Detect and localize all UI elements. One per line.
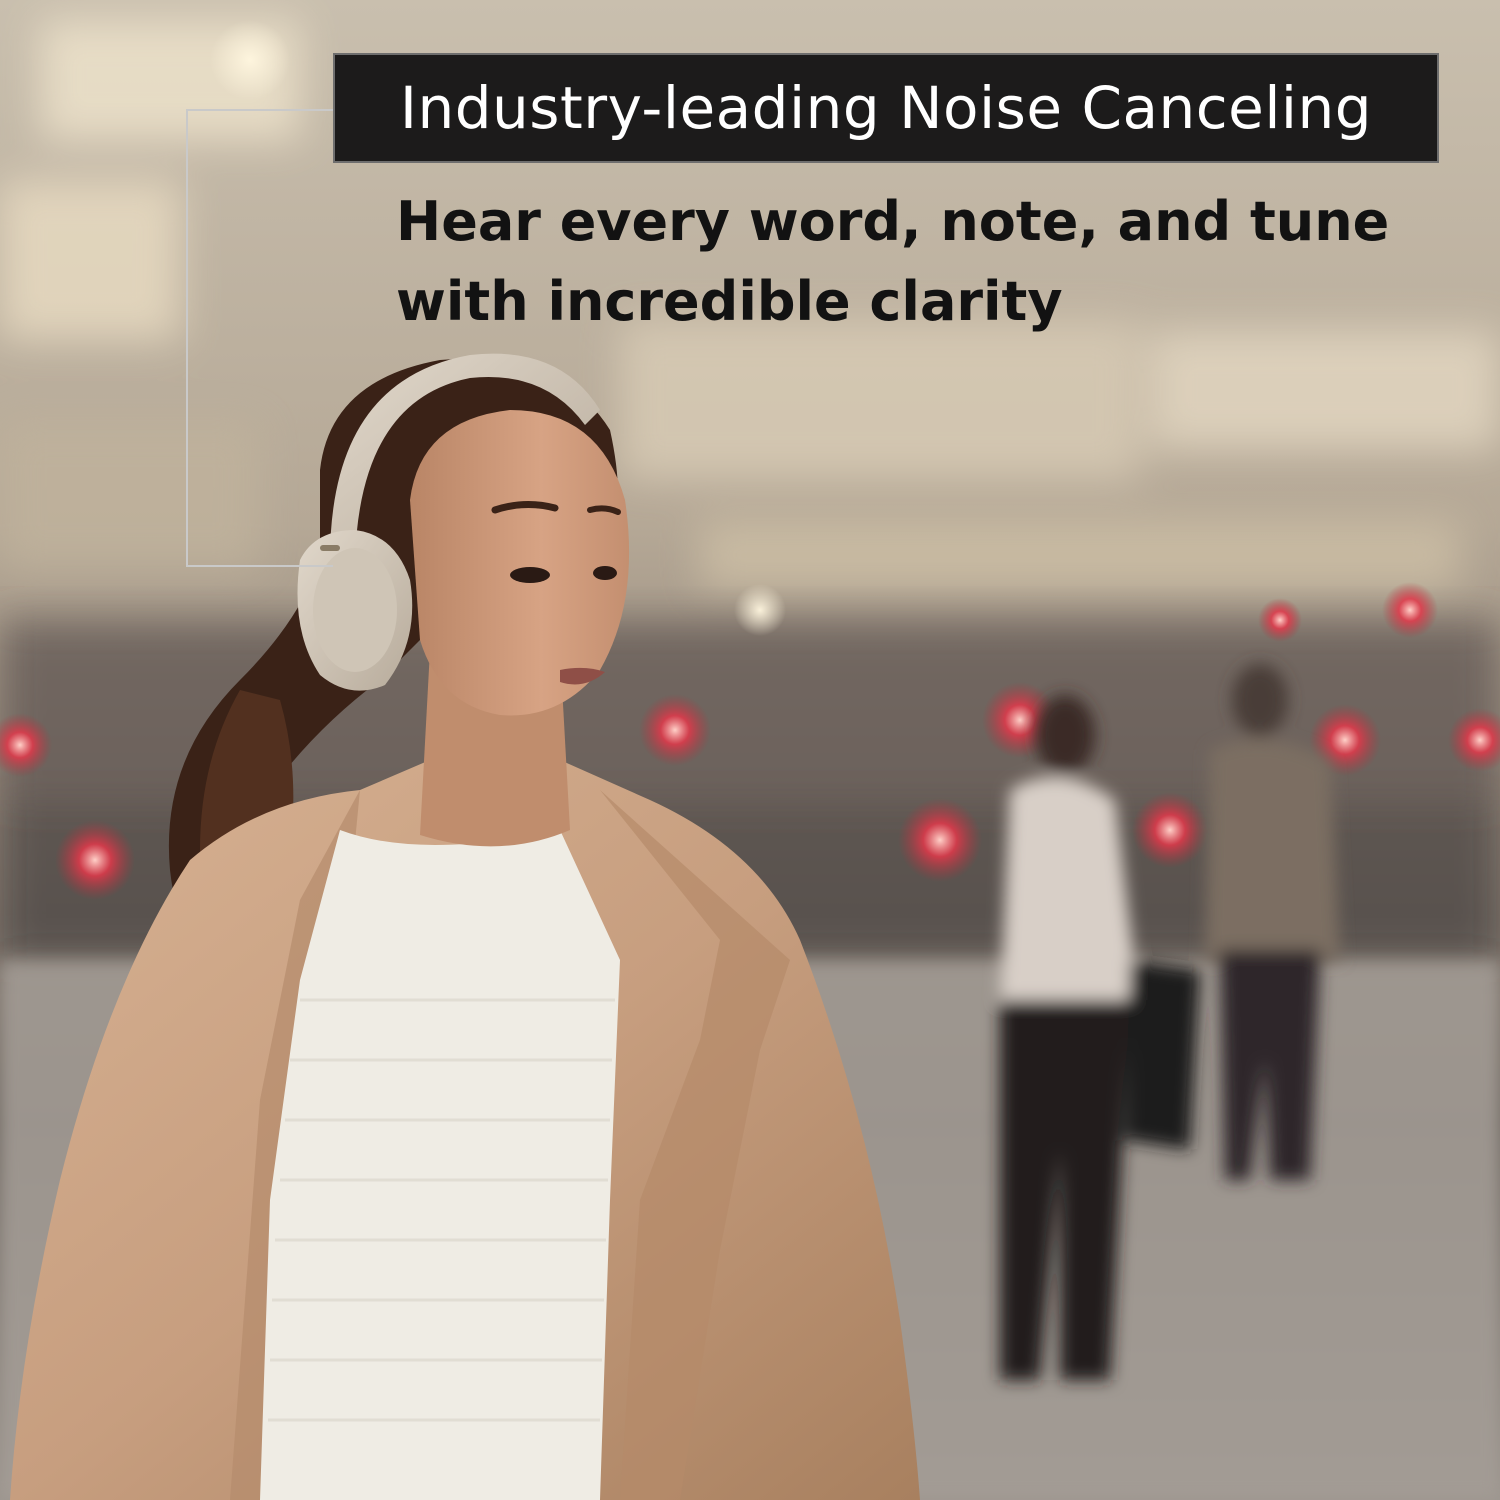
headline-banner: Industry-leading Noise Canceling [333,53,1439,163]
headline-title: Industry-leading Noise Canceling [399,74,1373,142]
callout-bracket-line [186,109,333,567]
tagline: Hear every word, note, and tune with inc… [396,182,1456,342]
tagline-line-2: with incredible clarity [396,270,1063,333]
tagline-line-1: Hear every word, note, and tune [396,190,1390,253]
